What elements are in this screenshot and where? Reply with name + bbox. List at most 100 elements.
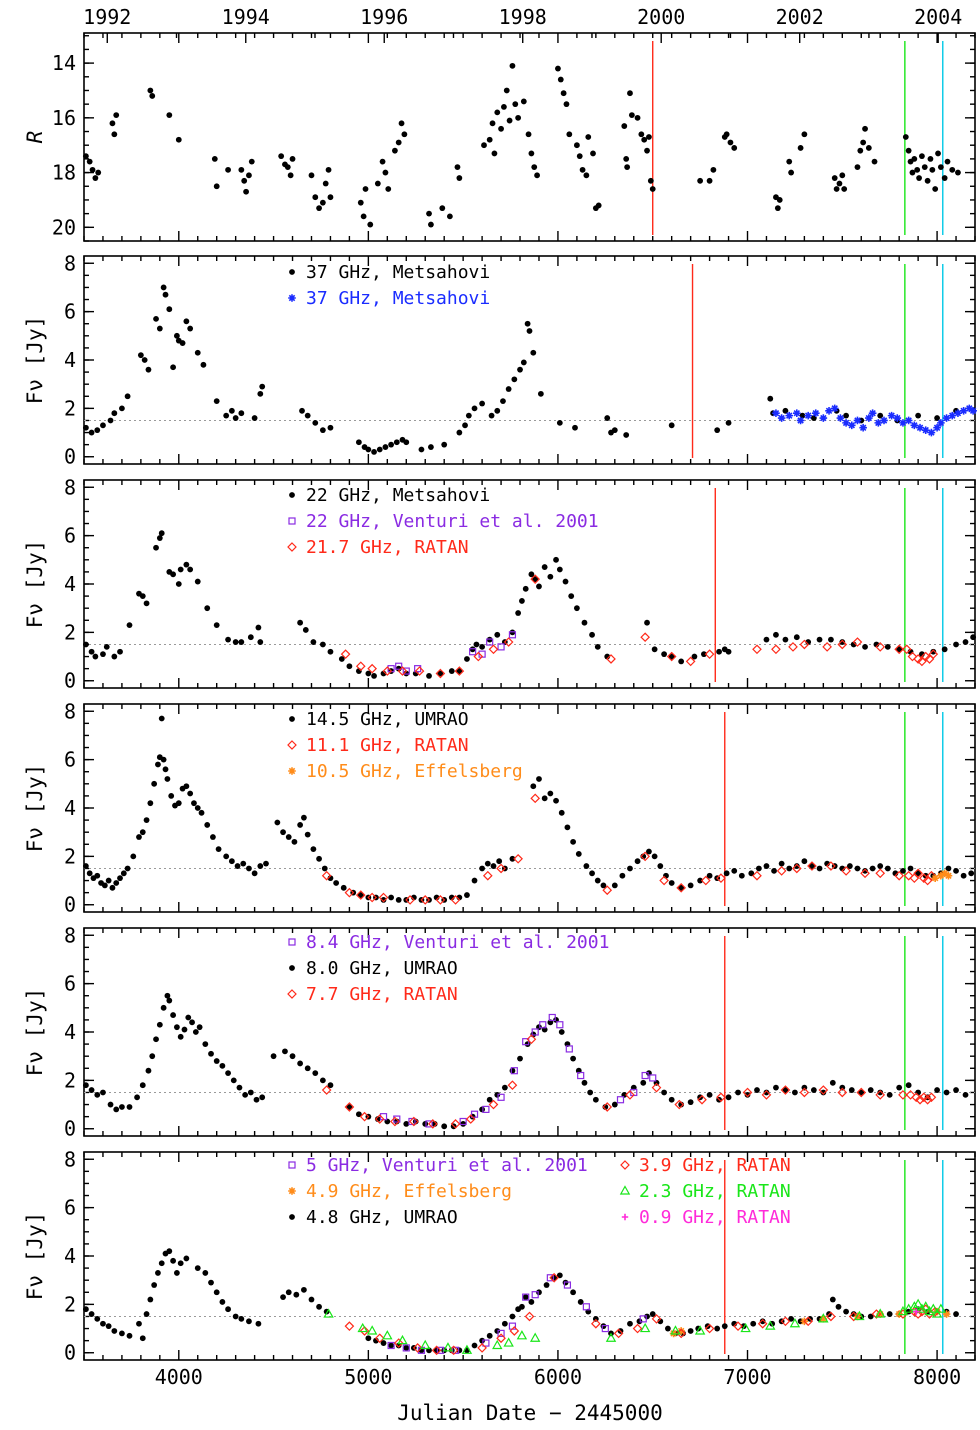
data-point xyxy=(651,1082,662,1093)
data-point xyxy=(155,1270,161,1276)
data-point xyxy=(327,648,334,655)
data-point xyxy=(143,817,150,823)
data-point xyxy=(402,667,410,675)
data-point xyxy=(340,884,347,891)
data-point xyxy=(522,1294,529,1301)
data-point xyxy=(646,848,652,855)
data-point xyxy=(774,205,781,212)
data-point xyxy=(88,429,95,436)
data-point xyxy=(941,175,948,181)
data-point xyxy=(181,1026,188,1033)
data-point xyxy=(624,164,631,171)
data-point xyxy=(156,535,163,541)
data-point xyxy=(382,444,389,450)
data-point xyxy=(376,446,383,453)
data-point xyxy=(170,1257,177,1264)
y-tick-label: 2 xyxy=(64,1292,76,1316)
data-point xyxy=(862,125,868,132)
data-point xyxy=(944,871,953,880)
data-point xyxy=(382,666,393,676)
data-point xyxy=(285,834,292,840)
data-point xyxy=(149,93,156,99)
data-point xyxy=(526,328,533,334)
data-point xyxy=(462,422,468,429)
data-point xyxy=(754,1087,760,1093)
data-point xyxy=(257,639,264,645)
data-point xyxy=(439,205,446,212)
legend-label: 14.5 GHz, UMRAO xyxy=(306,709,469,730)
data-point xyxy=(464,892,470,898)
data-point xyxy=(572,424,578,431)
data-point xyxy=(916,1303,928,1313)
data-point xyxy=(880,416,888,425)
data-point xyxy=(240,860,247,867)
data-point xyxy=(420,895,431,905)
data-point xyxy=(505,386,512,392)
data-point xyxy=(850,1311,857,1317)
data-point xyxy=(789,1317,801,1328)
data-point xyxy=(509,855,516,862)
data-point xyxy=(907,865,914,872)
data-point xyxy=(668,422,675,429)
data-point xyxy=(166,306,173,313)
data-point xyxy=(208,1279,214,1286)
data-point xyxy=(546,1274,554,1282)
data-point xyxy=(225,1306,231,1313)
data-point xyxy=(782,636,789,643)
data-point xyxy=(536,776,542,782)
data-point xyxy=(835,1303,842,1310)
data-point xyxy=(796,416,805,425)
data-point xyxy=(558,1029,565,1035)
data-point xyxy=(928,649,939,659)
data-point xyxy=(497,643,505,651)
legend-marker xyxy=(288,517,296,525)
data-point xyxy=(541,564,548,570)
data-point xyxy=(520,359,527,366)
legend-marker xyxy=(289,716,295,722)
data-point xyxy=(147,1296,154,1303)
data-point xyxy=(926,870,937,881)
data-point xyxy=(409,1116,419,1127)
data-point xyxy=(619,872,626,879)
data-point xyxy=(536,1289,542,1296)
x-axis-label: Julian Date − 2445000 xyxy=(397,1401,663,1425)
data-point xyxy=(555,65,561,72)
data-point xyxy=(904,416,913,425)
data-point xyxy=(716,873,726,883)
data-point xyxy=(644,619,650,626)
data-point xyxy=(649,186,656,192)
data-point xyxy=(507,1080,518,1091)
data-point xyxy=(143,1311,150,1317)
data-point xyxy=(253,1096,260,1103)
year-tick-label: 1992 xyxy=(83,5,131,29)
data-point xyxy=(289,1053,296,1060)
data-point xyxy=(139,1082,146,1089)
y-tick-label: 16 xyxy=(52,106,76,130)
data-point xyxy=(556,419,563,426)
data-point xyxy=(557,76,564,83)
data-point xyxy=(602,1102,613,1112)
panel-5GHz: 0 2 4 6 8 Fν [Jy] 5 GHz, Venturi et al. 2001 4.… xyxy=(23,1147,976,1365)
data-point xyxy=(401,131,408,138)
series-black xyxy=(82,530,977,679)
data-point xyxy=(807,861,817,871)
data-point xyxy=(119,405,125,412)
data-point xyxy=(697,177,704,184)
data-point xyxy=(970,634,977,641)
data-point xyxy=(531,1291,539,1299)
data-point xyxy=(469,648,477,656)
data-point xyxy=(392,147,398,154)
series-red xyxy=(344,1272,941,1356)
data-point xyxy=(137,352,144,359)
data-point xyxy=(158,530,165,537)
data-point xyxy=(582,1303,590,1311)
data-point xyxy=(486,638,494,646)
data-point xyxy=(589,870,595,877)
data-point xyxy=(441,1123,448,1130)
data-point xyxy=(259,383,266,390)
data-point xyxy=(867,1087,874,1093)
data-point xyxy=(560,90,567,97)
data-point xyxy=(422,1121,429,1127)
data-point xyxy=(382,1330,393,1340)
data-point xyxy=(842,419,850,427)
